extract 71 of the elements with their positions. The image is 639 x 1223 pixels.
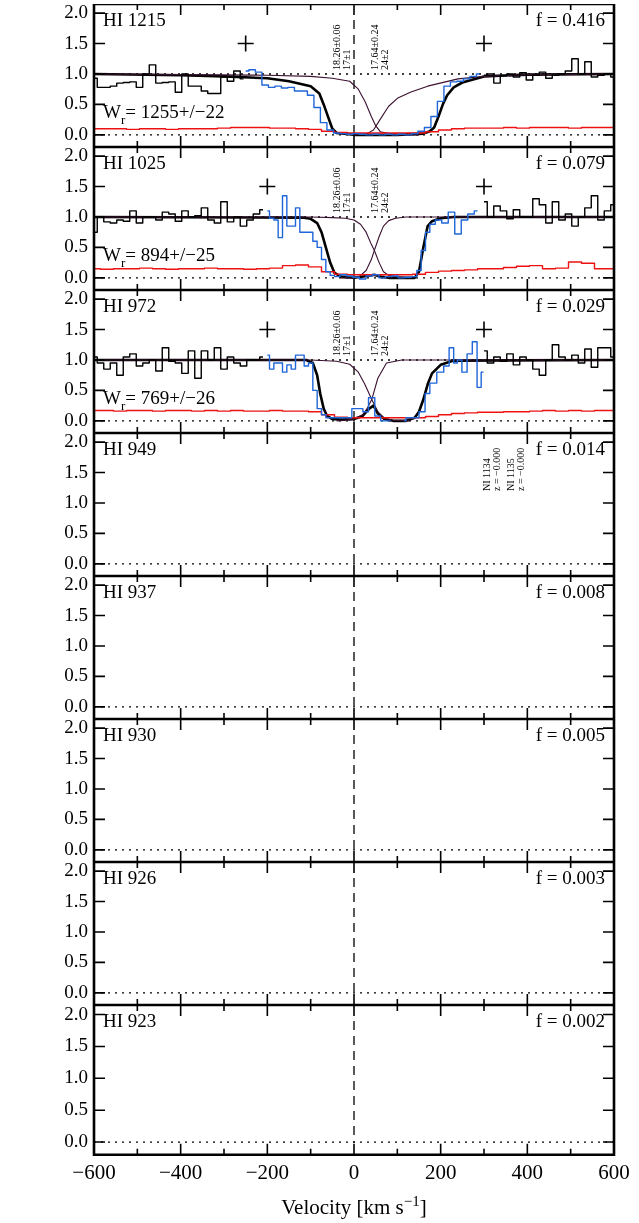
y-tick-label: 0.0 <box>64 694 88 716</box>
chart-subtitle: f = 0.008 <box>535 581 605 602</box>
y-tick-label: 1.0 <box>64 490 88 512</box>
chart-title: HI 923 <box>103 1010 157 1031</box>
y-tick-label: 0.5 <box>64 1098 88 1120</box>
y-tick-label: 1.0 <box>64 776 88 798</box>
y-tick-label: 1.5 <box>64 174 88 196</box>
x-tick-label: 0 <box>348 1159 360 1184</box>
y-tick-label: 2.0 <box>64 430 88 452</box>
y-tick-label: 0.5 <box>64 664 88 686</box>
chart-subtitle: f = 0.003 <box>535 867 605 888</box>
y-tick-label: 0.0 <box>64 980 88 1002</box>
y-tick-label: 0.5 <box>64 807 88 829</box>
y-tick-label: 0.5 <box>64 235 88 257</box>
y-tick-label: 0.0 <box>64 1130 88 1152</box>
y-tick-label: 2.0 <box>64 573 88 595</box>
y-tick-label: 1.0 <box>64 1066 88 1088</box>
y-tick-label: 1.5 <box>64 460 88 482</box>
chart-title: HI 937 <box>103 581 157 602</box>
y-tick-label: 1.5 <box>64 1034 88 1056</box>
x-tick-label: −400 <box>158 1159 203 1184</box>
y-tick-label: 1.5 <box>64 317 88 339</box>
chart-title: HI 1215 <box>103 9 166 30</box>
x-tick-label: −600 <box>72 1159 116 1184</box>
y-tick-label: 2.0 <box>64 287 88 309</box>
annotation: 18.26±0.06 17±1 <box>331 167 352 213</box>
y-tick-label: 1.0 <box>64 347 88 369</box>
y-tick-label: 0.0 <box>64 837 88 859</box>
y-tick-label: 2.0 <box>64 716 88 738</box>
x-tick-label: −200 <box>245 1159 290 1184</box>
x-tick-label: 200 <box>424 1159 457 1184</box>
y-tick-label: 2.0 <box>64 859 88 881</box>
y-tick-label: 1.5 <box>64 603 88 625</box>
annotation: 17.64±0.24 24±2 <box>369 167 390 213</box>
y-tick-label: 1.5 <box>64 889 88 911</box>
y-tick-label: 2.0 <box>64 1002 88 1024</box>
y-tick-label: 0.0 <box>64 265 88 287</box>
annotation: 17.64±0.24 24±2 <box>369 310 390 356</box>
y-tick-label: 2.0 <box>64 1 88 23</box>
chart-subtitle: f = 0.014 <box>535 438 606 459</box>
chart-title: HI 930 <box>103 724 157 745</box>
annotation: 17.64±0.24 24±2 <box>369 24 390 70</box>
chart-subtitle: f = 0.079 <box>535 152 605 173</box>
chart-title: HI 1025 <box>103 152 166 173</box>
chart-title: HI 926 <box>103 867 157 888</box>
annotation: 18.26±0.06 17±1 <box>331 310 352 356</box>
y-tick-label: 2.0 <box>64 144 88 166</box>
y-tick-label: 1.0 <box>64 633 88 655</box>
x-tick-label: 600 <box>598 1159 630 1184</box>
chart-subtitle: f = 0.002 <box>535 1010 605 1031</box>
chart-title: HI 949 <box>103 438 157 459</box>
y-tick-label: 0.5 <box>64 378 88 400</box>
annotation: NI 1135 z = −0.000 <box>505 447 526 491</box>
y-tick-label: 0.5 <box>64 521 88 543</box>
chart-title: HI 972 <box>103 295 157 316</box>
y-tick-label: 1.5 <box>64 31 88 53</box>
y-tick-label: 1.0 <box>64 919 88 941</box>
annotation: 18.26±0.06 17±1 <box>331 24 352 70</box>
y-tick-label: 0.5 <box>64 92 88 114</box>
chart-subtitle: f = 0.416 <box>535 9 605 30</box>
chart-subtitle: f = 0.029 <box>535 295 605 316</box>
annotation: NI 1134 z = −0.000 <box>481 447 502 491</box>
y-tick-label: 0.5 <box>64 950 88 972</box>
y-tick-label: 1.5 <box>64 746 88 768</box>
y-tick-label: 0.0 <box>64 122 88 144</box>
y-tick-label: 0.0 <box>64 408 88 430</box>
y-tick-label: 0.0 <box>64 551 88 573</box>
x-tick-label: 400 <box>511 1159 544 1184</box>
chart-subtitle: f = 0.005 <box>535 724 605 745</box>
y-tick-label: 1.0 <box>64 61 88 83</box>
y-tick-label: 1.0 <box>64 204 88 226</box>
